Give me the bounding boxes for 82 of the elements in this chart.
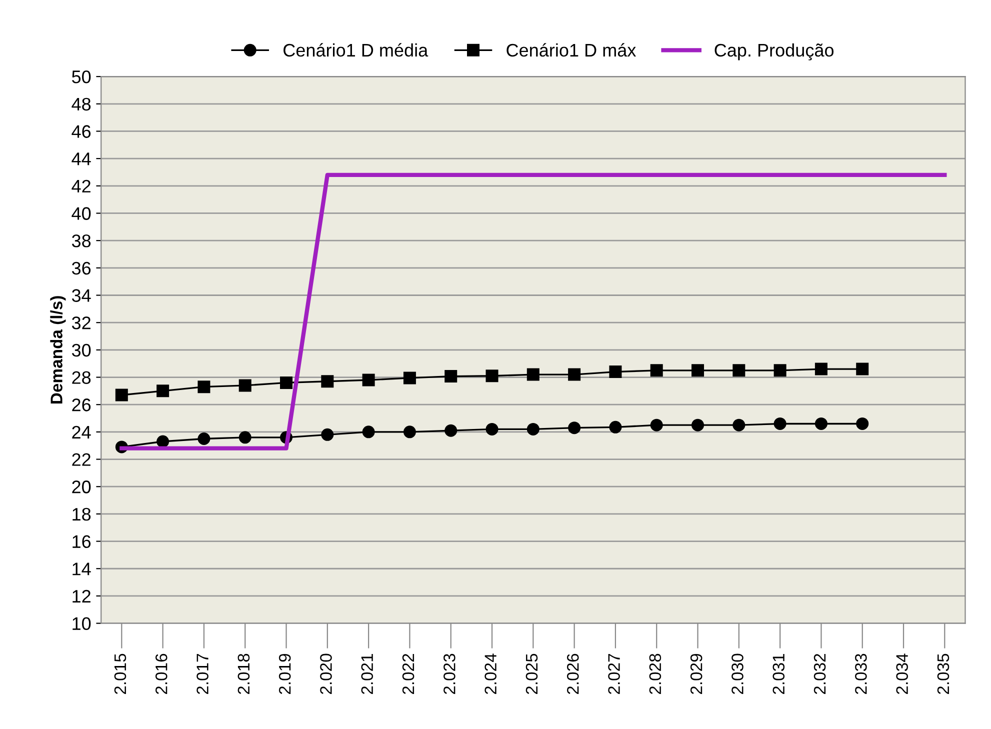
y-tick-label: 28	[72, 371, 91, 384]
y-tick-label: 12	[72, 590, 90, 602]
x-tick-label: 2.019	[278, 654, 291, 694]
y-tick-label: 22	[72, 453, 90, 466]
y-tick-label: 38	[72, 234, 91, 248]
point	[444, 370, 458, 383]
y-tick-label: 46	[72, 125, 91, 138]
y-axis-title: Demanda (l/s)	[50, 296, 66, 404]
point	[774, 417, 786, 430]
y-tick-label: 44	[72, 152, 91, 166]
point	[856, 417, 869, 430]
point	[444, 424, 458, 437]
point	[568, 368, 581, 381]
point	[692, 418, 704, 432]
y-tick-label: 20	[72, 480, 91, 494]
y-tick-label: 16	[72, 535, 91, 548]
point	[362, 374, 375, 386]
legend-label: Cenário1 D média	[284, 43, 428, 57]
legend-label: Cap. Produção	[714, 43, 834, 60]
point	[362, 426, 375, 438]
y-tick-label: 14	[72, 562, 91, 576]
x-tick-label: 2.031	[772, 654, 785, 694]
point	[526, 368, 540, 381]
y-tick-label: 42	[72, 180, 90, 192]
point	[238, 431, 252, 444]
point	[526, 422, 540, 436]
x-tick-label: 2.022	[402, 654, 414, 694]
point	[280, 376, 293, 389]
x-tick-label: 2.032	[814, 654, 826, 694]
point	[650, 364, 663, 377]
x-tick-label: 2.025	[526, 654, 538, 694]
x-tick-label: 2.026	[566, 654, 579, 694]
point	[856, 362, 869, 376]
point	[774, 364, 786, 377]
x-tick-label: 2.017	[196, 654, 208, 694]
point	[609, 420, 622, 434]
y-tick-label: 24	[72, 426, 91, 438]
point	[814, 362, 828, 376]
point	[198, 380, 210, 394]
y-tick-label: 30	[72, 344, 91, 357]
point	[486, 370, 498, 382]
point	[156, 435, 170, 448]
x-tick-label: 2.016	[155, 654, 168, 694]
point	[321, 375, 334, 388]
point	[238, 379, 252, 392]
x-tick-label: 2.035	[937, 654, 950, 694]
y-tick-label: 48	[72, 98, 91, 111]
y-tick-label: 34	[72, 289, 91, 302]
legend-label: Cenário1 D máx	[506, 43, 636, 57]
point	[814, 417, 828, 430]
x-tick-label: 2.028	[649, 654, 662, 694]
point	[156, 384, 170, 398]
x-tick-label: 2.018	[238, 654, 250, 694]
x-tick-label: 2.020	[320, 654, 332, 694]
x-tick-label: 2.024	[484, 654, 496, 694]
point	[692, 364, 704, 377]
y-tick-label: 10	[72, 617, 91, 630]
x-tick-label: 2.027	[608, 654, 620, 694]
x-tick-label: 2.023	[444, 654, 456, 694]
point	[403, 372, 416, 384]
point	[568, 422, 581, 434]
point	[115, 388, 128, 402]
point	[198, 432, 210, 446]
point	[609, 366, 622, 378]
point	[650, 418, 663, 432]
point	[732, 418, 746, 432]
x-tick-label: 2.021	[361, 654, 374, 694]
point	[321, 428, 334, 441]
y-tick-label: 40	[72, 207, 91, 220]
x-tick-label: 2.034	[896, 654, 908, 694]
point	[732, 364, 746, 377]
point	[403, 426, 416, 438]
y-tick-label: 18	[72, 508, 91, 521]
x-tick-label: 2.030	[732, 654, 744, 694]
x-tick-label: 2.029	[690, 654, 702, 694]
y-tick-label: 26	[72, 398, 91, 412]
x-tick-label: 2.033	[855, 654, 867, 694]
y-tick-label: 32	[72, 316, 90, 330]
point	[486, 422, 498, 436]
y-tick-label: 36	[72, 262, 91, 275]
x-tick-label: 2.015	[114, 654, 126, 694]
y-tick-label: 50	[72, 70, 91, 84]
